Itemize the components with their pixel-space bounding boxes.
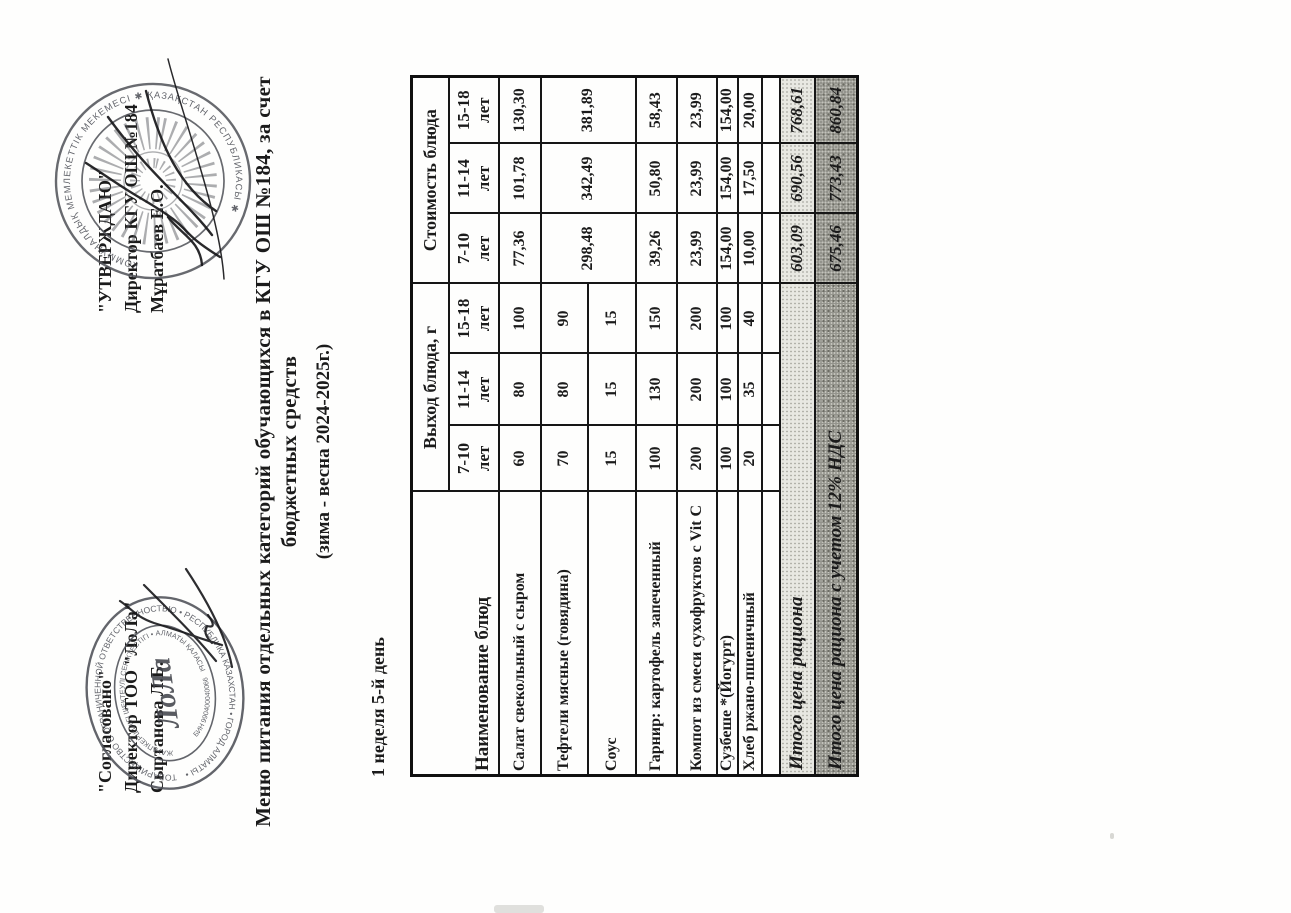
menu-table: Наименование блюд Выход блюда, г Стоимос… xyxy=(410,74,859,777)
portion-value: 70 xyxy=(540,425,588,492)
total-row: Итого цена рациона 603,09 690,56 768,61 xyxy=(779,76,815,776)
signature-right xyxy=(84,58,225,280)
cost-value-merged: 342,49 xyxy=(540,143,636,214)
empty-cell xyxy=(761,283,780,354)
column-group-cost: Стоимость блюда xyxy=(411,76,449,284)
empty-cell xyxy=(761,425,780,492)
cost-value-merged: 381,89 xyxy=(540,76,636,144)
cost-value: 50,80 xyxy=(635,143,677,214)
signature-left xyxy=(118,567,234,669)
empty-cell xyxy=(761,353,780,426)
cost-value: 20,00 xyxy=(737,76,762,144)
cost-value: 17,50 xyxy=(737,143,762,214)
empty-cell xyxy=(761,143,780,214)
round-stamp-ornament xyxy=(89,116,217,245)
scan-smudge xyxy=(494,905,544,913)
dish-name: Соус xyxy=(587,491,636,776)
column-group-output: Выход блюда, г xyxy=(411,283,449,492)
portion-value: 80 xyxy=(498,353,541,426)
portion-value: 100 xyxy=(498,283,541,354)
document-title: Меню питания отдельных категорий обучающ… xyxy=(250,20,335,883)
column-header-dish-name: Наименование блюд xyxy=(411,491,499,776)
empty-cell xyxy=(761,76,780,144)
total-vat-value: 860,84 xyxy=(814,76,858,144)
portion-value: 200 xyxy=(676,353,717,426)
table-row-bread: Хлеб ржано-пшеничный 20 35 40 10,00 17,5… xyxy=(737,76,762,776)
title-line-2: бюджетных средств xyxy=(277,355,301,548)
cost-value: 154,00 xyxy=(716,143,738,214)
portion-value: 15 xyxy=(587,353,636,426)
column-header-age-7-10-cost: 7-10 лет xyxy=(448,213,499,284)
header-group-row: Наименование блюд Выход блюда, г Стоимос… xyxy=(411,76,499,776)
total-value: 690,56 xyxy=(779,143,815,214)
cost-value-merged: 298,48 xyxy=(540,213,636,284)
portion-value: 100 xyxy=(716,353,738,426)
total-vat-value: 773,43 xyxy=(814,143,858,214)
dish-name: Салат свекольный с сыром xyxy=(498,491,541,776)
portion-value: 100 xyxy=(635,425,677,492)
portion-value: 15 xyxy=(587,283,636,354)
portion-value: 35 xyxy=(737,353,762,426)
column-header-age-7-10-output: 7-10 лет xyxy=(448,425,499,492)
dish-name: Сузбеше *(Йогурт) xyxy=(716,491,738,776)
cost-value: 23,99 xyxy=(676,213,717,284)
empty-cell xyxy=(761,213,780,284)
table-row-garnish: Гарнир: картофель запеченный 100 130 150… xyxy=(635,76,677,776)
dish-name: Хлеб ржано-пшеничный xyxy=(737,491,762,776)
dish-name: Гарнир: картофель запеченный xyxy=(635,491,677,776)
portion-value: 60 xyxy=(498,425,541,492)
cost-value: 154,00 xyxy=(716,76,738,144)
oval-stamp-icon: ТОВАРИЩЕСТВО С ОГРАНИЧЕННОЙ ОТВЕТСТВЕННО… xyxy=(81,594,249,792)
portion-value: 200 xyxy=(676,283,717,354)
portion-value: 130 xyxy=(635,353,677,426)
total-vat-value: 675,46 xyxy=(814,213,858,284)
table-row-teftel: Тефтели мясные (говядина) 70 80 90 298,4… xyxy=(540,76,636,776)
table-row-yogurt: Сузбеше *(Йогурт) 100 100 100 154,00 154… xyxy=(716,76,738,776)
column-header-age-15-18-output: 15-18 лет xyxy=(448,283,499,354)
round-stamp-icon: КОММУНАЛДЫҚ МЕМЛЕКЕТТІК МЕКЕМЕСІ ✱ ҚАЗАҚ… xyxy=(48,76,259,287)
empty-cell xyxy=(761,491,780,776)
column-header-age-11-14-cost: 11-14 лет xyxy=(448,143,499,214)
cost-value: 101,78 xyxy=(498,143,541,214)
portion-value: 40 xyxy=(737,283,762,354)
total-vat-label: Итого цена рациона с учетом 12% НДС xyxy=(814,283,858,776)
cost-value: 39,26 xyxy=(635,213,677,284)
cost-value: 58,43 xyxy=(635,76,677,144)
total-value: 603,09 xyxy=(779,213,815,284)
table-row-compote: Компот из смеси сухофруктов с Vit C 200 … xyxy=(676,76,717,776)
dish-name: Компот из смеси сухофруктов с Vit C xyxy=(676,491,717,776)
total-with-vat-row: Итого цена рациона с учетом 12% НДС 675,… xyxy=(814,76,858,776)
title-line-1: Меню питания отдельных категорий обучающ… xyxy=(251,76,275,827)
portion-value: 15 xyxy=(587,425,636,492)
portion-value: 90 xyxy=(540,283,588,354)
portion-value: 100 xyxy=(716,283,738,354)
portion-value: 20 xyxy=(737,425,762,492)
portion-value: 80 xyxy=(540,353,588,426)
cost-value: 10,00 xyxy=(737,213,762,284)
cost-value: 23,99 xyxy=(676,76,717,144)
dish-name: Тефтели мясные (говядина) xyxy=(540,491,588,776)
column-header-age-11-14-output: 11-14 лет xyxy=(448,353,499,426)
table-row-empty xyxy=(761,76,780,776)
total-label: Итого цена рациона xyxy=(779,283,815,776)
title-line-3: (зима - весна 2024-2025г.) xyxy=(313,343,334,560)
portion-value: 100 xyxy=(716,425,738,492)
scan-speck xyxy=(1110,833,1114,839)
cost-value: 130,30 xyxy=(498,76,541,144)
week-day-label: 1 неделя 5-й день xyxy=(368,637,388,777)
portion-value: 150 xyxy=(635,283,677,354)
table-row-salad: Салат свекольный с сыром 60 80 100 77,36… xyxy=(498,76,541,776)
cost-value: 77,36 xyxy=(498,213,541,284)
portion-value: 200 xyxy=(676,425,717,492)
cost-value: 23,99 xyxy=(676,143,717,214)
cost-value: 154,00 xyxy=(716,213,738,284)
total-value: 768,61 xyxy=(779,76,815,144)
column-header-age-15-18-cost: 15-18 лет xyxy=(448,76,499,144)
